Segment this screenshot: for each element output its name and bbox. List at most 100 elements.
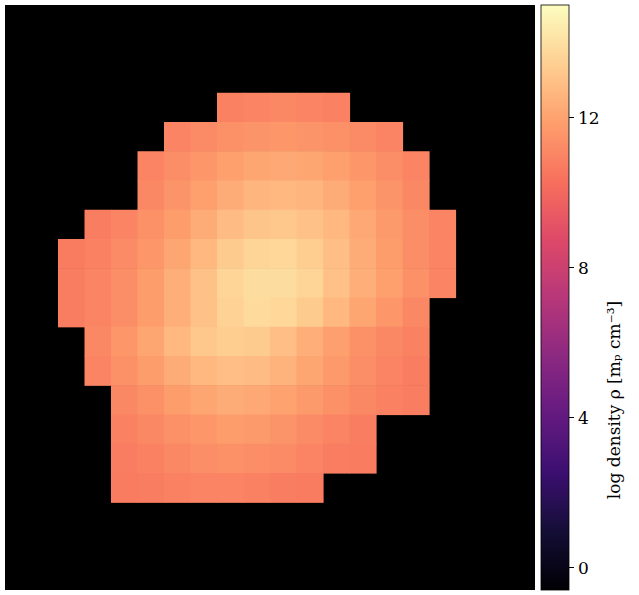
density-cell bbox=[217, 239, 244, 269]
density-cell bbox=[164, 327, 191, 357]
density-cell bbox=[217, 122, 244, 152]
density-cell bbox=[191, 268, 218, 298]
density-cell bbox=[350, 356, 377, 386]
density-cell bbox=[244, 385, 271, 415]
density-cell bbox=[403, 210, 430, 240]
density-cell bbox=[403, 239, 430, 269]
density-cell bbox=[244, 473, 271, 503]
density-cell bbox=[138, 415, 165, 445]
density-cell bbox=[323, 327, 350, 357]
density-cell bbox=[323, 93, 350, 123]
density-cell bbox=[270, 298, 297, 328]
density-cell bbox=[217, 385, 244, 415]
density-cell bbox=[111, 268, 138, 298]
density-cell bbox=[217, 181, 244, 211]
density-cell bbox=[270, 327, 297, 357]
density-cell bbox=[85, 239, 112, 269]
density-cell bbox=[376, 356, 403, 386]
density-cell bbox=[217, 327, 244, 357]
density-cell bbox=[270, 415, 297, 445]
density-cell bbox=[376, 327, 403, 357]
density-cell bbox=[191, 356, 218, 386]
density-cell bbox=[111, 385, 138, 415]
density-cell bbox=[164, 268, 191, 298]
density-cell bbox=[350, 151, 377, 181]
colorbar-tick bbox=[569, 267, 574, 268]
density-cell bbox=[111, 298, 138, 328]
density-cell bbox=[323, 268, 350, 298]
density-cell bbox=[164, 385, 191, 415]
density-cell bbox=[111, 473, 138, 503]
density-cell bbox=[323, 444, 350, 474]
density-cell bbox=[350, 210, 377, 240]
density-cell bbox=[85, 210, 112, 240]
density-cell bbox=[403, 385, 430, 415]
density-cell bbox=[429, 210, 456, 240]
plot-background bbox=[5, 5, 535, 590]
density-cell bbox=[297, 181, 324, 211]
density-cell bbox=[403, 151, 430, 181]
density-cell bbox=[111, 356, 138, 386]
density-cell bbox=[138, 210, 165, 240]
density-cell bbox=[111, 415, 138, 445]
density-cell bbox=[191, 385, 218, 415]
density-cell bbox=[164, 444, 191, 474]
density-cell bbox=[350, 298, 377, 328]
density-cell bbox=[350, 385, 377, 415]
density-cell bbox=[297, 356, 324, 386]
density-cell bbox=[164, 151, 191, 181]
density-cell bbox=[376, 385, 403, 415]
colorbar-tick bbox=[569, 567, 574, 568]
density-cell bbox=[297, 122, 324, 152]
density-cell bbox=[244, 122, 271, 152]
density-cell bbox=[85, 268, 112, 298]
density-cell bbox=[217, 268, 244, 298]
density-cell bbox=[164, 298, 191, 328]
density-cell bbox=[270, 181, 297, 211]
density-cell bbox=[85, 327, 112, 357]
density-cell bbox=[350, 122, 377, 152]
density-cell bbox=[270, 356, 297, 386]
density-cell bbox=[323, 415, 350, 445]
density-cell bbox=[164, 356, 191, 386]
density-cell bbox=[323, 181, 350, 211]
density-cell bbox=[323, 298, 350, 328]
density-cell bbox=[323, 151, 350, 181]
colorbar bbox=[541, 5, 569, 590]
density-cell bbox=[323, 356, 350, 386]
colorbar-tick-label: 0 bbox=[578, 558, 589, 578]
density-cell bbox=[244, 151, 271, 181]
density-cell bbox=[244, 327, 271, 357]
density-cell bbox=[270, 93, 297, 123]
density-cell bbox=[244, 444, 271, 474]
density-cell bbox=[217, 356, 244, 386]
density-cell bbox=[350, 268, 377, 298]
density-cell bbox=[270, 151, 297, 181]
density-cell bbox=[217, 210, 244, 240]
density-cell bbox=[429, 268, 456, 298]
density-cell bbox=[191, 444, 218, 474]
density-cell bbox=[191, 473, 218, 503]
density-cell bbox=[244, 239, 271, 269]
density-cell bbox=[111, 210, 138, 240]
density-cell bbox=[403, 181, 430, 211]
density-cell bbox=[270, 385, 297, 415]
density-cell bbox=[191, 239, 218, 269]
density-cell bbox=[138, 385, 165, 415]
density-cell bbox=[376, 122, 403, 152]
density-cell bbox=[244, 181, 271, 211]
density-cell bbox=[191, 327, 218, 357]
density-cell bbox=[297, 268, 324, 298]
density-cell bbox=[217, 473, 244, 503]
density-cell bbox=[270, 210, 297, 240]
density-cell bbox=[164, 239, 191, 269]
colorbar-tick bbox=[569, 417, 574, 418]
density-cell bbox=[138, 444, 165, 474]
density-cell bbox=[244, 210, 271, 240]
cells bbox=[58, 93, 456, 503]
density-cell bbox=[138, 268, 165, 298]
colorbar-label: log density ρ [mₚ cm⁻³] bbox=[604, 301, 624, 499]
density-cell bbox=[164, 122, 191, 152]
density-cell bbox=[297, 473, 324, 503]
density-cell bbox=[191, 122, 218, 152]
